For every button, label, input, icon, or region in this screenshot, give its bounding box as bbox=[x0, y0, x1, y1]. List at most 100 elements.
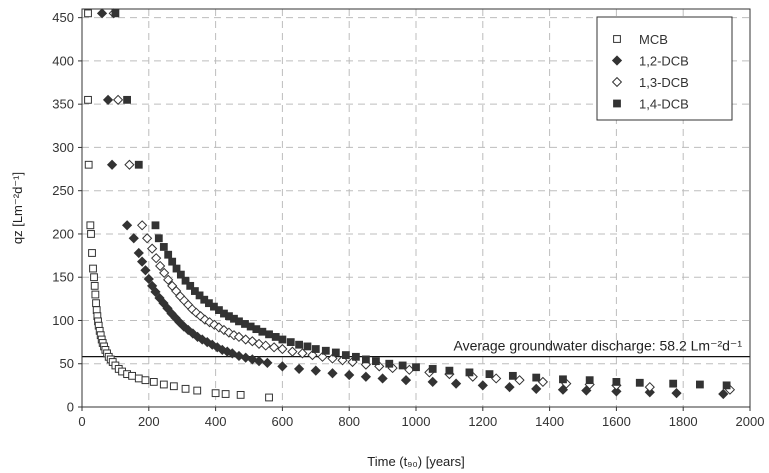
series-mcb bbox=[84, 9, 273, 402]
x-tick-label: 400 bbox=[205, 414, 227, 429]
data-point bbox=[88, 249, 96, 257]
data-point bbox=[90, 281, 99, 290]
data-point bbox=[351, 352, 360, 361]
data-point bbox=[286, 338, 295, 347]
data-point bbox=[644, 387, 655, 398]
data-point bbox=[671, 388, 682, 399]
legend: MCB 1,2-DCB 1,3-DCB 1,4-DCB bbox=[596, 16, 733, 121]
data-point bbox=[181, 384, 190, 393]
data-point bbox=[377, 373, 388, 384]
legend-marker bbox=[613, 35, 621, 43]
data-point bbox=[190, 287, 199, 295]
data-point bbox=[207, 339, 218, 350]
data-point bbox=[164, 250, 173, 259]
data-point bbox=[140, 265, 151, 276]
data-point bbox=[121, 220, 133, 231]
data-point bbox=[137, 256, 148, 267]
data-point bbox=[181, 276, 190, 285]
data-point bbox=[277, 361, 288, 372]
data-point bbox=[485, 370, 494, 379]
data-point bbox=[147, 243, 158, 254]
data-point bbox=[240, 352, 251, 363]
data-point bbox=[718, 388, 729, 400]
data-point bbox=[137, 220, 148, 231]
data-point bbox=[559, 375, 567, 384]
legend-marker bbox=[611, 55, 623, 66]
data-point bbox=[84, 160, 93, 169]
data-point bbox=[722, 381, 731, 390]
data-point bbox=[159, 380, 168, 389]
data-point bbox=[186, 281, 195, 290]
data-point bbox=[124, 159, 135, 170]
data-point bbox=[295, 340, 304, 349]
y-tick-label: 100 bbox=[52, 313, 74, 328]
data-point bbox=[223, 327, 235, 338]
data-point bbox=[195, 291, 204, 300]
legend-label: 1,2-DCB bbox=[639, 54, 689, 69]
data-point bbox=[612, 378, 621, 386]
data-point bbox=[611, 386, 622, 397]
data-point bbox=[531, 383, 542, 394]
data-point bbox=[341, 351, 350, 359]
data-point bbox=[532, 373, 541, 382]
x-tick-label: 1800 bbox=[669, 414, 698, 429]
data-point bbox=[172, 264, 181, 273]
data-point bbox=[303, 342, 312, 351]
data-point bbox=[445, 366, 454, 375]
data-point bbox=[228, 330, 240, 341]
data-point bbox=[143, 273, 154, 285]
x-tick-label: 800 bbox=[338, 414, 360, 429]
x-tick-labels: 0 200 400 600 800 1000 1200 1400 1600 1800 2000 bbox=[78, 407, 764, 429]
data-point bbox=[412, 363, 420, 372]
data-point bbox=[159, 267, 170, 278]
data-point bbox=[310, 365, 321, 376]
data-point bbox=[221, 390, 230, 398]
data-point bbox=[427, 376, 438, 388]
y-tick-label: 50 bbox=[60, 356, 74, 371]
data-point bbox=[504, 381, 515, 393]
y-tick-label: 400 bbox=[52, 53, 74, 68]
x-tick-label: 1000 bbox=[402, 414, 431, 429]
data-point bbox=[268, 342, 280, 353]
y-tick-labels: 0 50 100 150 200 250 300 350 400 450 bbox=[52, 10, 82, 415]
data-point bbox=[91, 290, 100, 299]
y-tick-label: 250 bbox=[52, 183, 74, 198]
data-point bbox=[311, 345, 320, 353]
data-point bbox=[635, 378, 644, 387]
data-point bbox=[163, 274, 174, 285]
y-axis-label: qz [Lm⁻²d⁻¹] bbox=[10, 172, 25, 244]
data-point bbox=[360, 371, 372, 382]
series-1-2-dcb bbox=[96, 8, 729, 400]
data-point bbox=[508, 371, 517, 380]
data-point bbox=[111, 9, 120, 18]
y-tick-label: 300 bbox=[52, 140, 74, 155]
legend-marker bbox=[613, 99, 621, 108]
data-point bbox=[669, 379, 678, 388]
data-point bbox=[477, 380, 488, 391]
data-point bbox=[287, 346, 298, 357]
data-point bbox=[149, 378, 158, 386]
data-point bbox=[696, 380, 704, 389]
data-point bbox=[321, 346, 330, 355]
data-point bbox=[134, 374, 143, 383]
x-tick-label: 2000 bbox=[736, 414, 765, 429]
y-tick-label: 350 bbox=[52, 97, 74, 112]
data-point bbox=[202, 337, 213, 348]
x-tick-label: 1400 bbox=[535, 414, 564, 429]
data-point bbox=[142, 233, 153, 244]
data-point bbox=[644, 381, 655, 393]
legend-label: 1,3-DCB bbox=[639, 75, 689, 90]
data-point bbox=[278, 335, 287, 344]
data-point bbox=[400, 375, 412, 386]
data-point bbox=[168, 257, 177, 266]
legend-label: 1,4-DCB bbox=[639, 97, 689, 112]
data-point bbox=[150, 286, 161, 298]
data-point bbox=[253, 356, 265, 367]
data-point bbox=[265, 330, 273, 339]
data-point bbox=[450, 378, 462, 389]
data-point bbox=[199, 314, 211, 325]
data-point bbox=[398, 361, 407, 370]
data-point bbox=[92, 299, 100, 308]
x-tick-label: 600 bbox=[272, 414, 294, 429]
